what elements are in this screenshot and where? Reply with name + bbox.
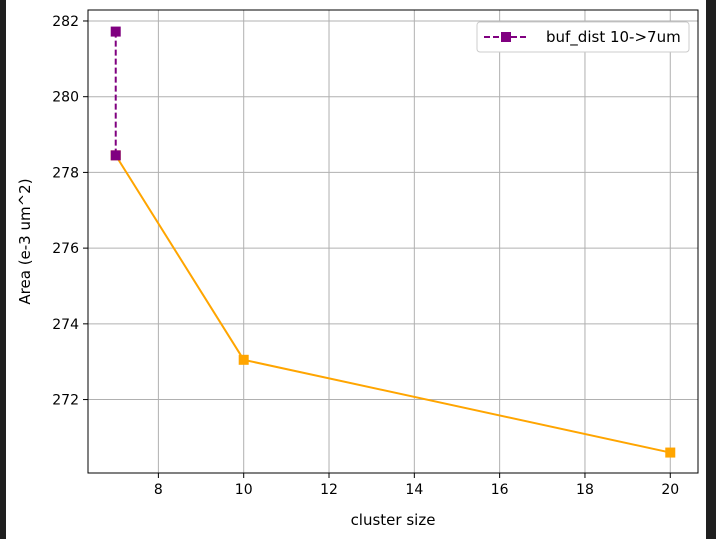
series-layer [110,26,676,458]
series-0-line [114,154,671,454]
y-tick-label: 272 [52,393,79,409]
series-1-point [110,150,121,161]
y-tick-label: 276 [52,241,79,257]
legend-swatch-marker [501,32,511,42]
y-tick-label: 282 [52,14,79,30]
legend-box [476,21,690,53]
plot-frame [87,9,699,474]
x-tick-label: 14 [405,482,423,498]
grid-lines [88,10,698,473]
axis-ticks: 8 10 12 14 16 18 20 272 274 276 278 280 282 [52,14,679,498]
legend: buf_dist 10->7um [476,21,690,53]
x-tick-label: 12 [320,482,338,498]
x-tick-label: 8 [154,482,163,498]
series-0-point [238,354,249,365]
series-0-point [665,447,676,458]
x-tick-label: 18 [576,482,594,498]
y-tick-label: 274 [52,317,79,333]
series-1-point [110,26,121,37]
legend-entry-label: buf_dist 10->7um [546,28,681,47]
y-tick-label: 280 [52,90,79,106]
y-axis-label: Area (e-3 um^2) [16,178,34,304]
x-axis-label: cluster size [351,511,436,529]
x-tick-label: 16 [491,482,509,498]
window-edge-left [0,0,6,539]
x-tick-label: 10 [235,482,253,498]
y-tick-label: 278 [52,165,79,181]
window-edge-right [706,0,716,539]
x-tick-label: 20 [661,482,679,498]
